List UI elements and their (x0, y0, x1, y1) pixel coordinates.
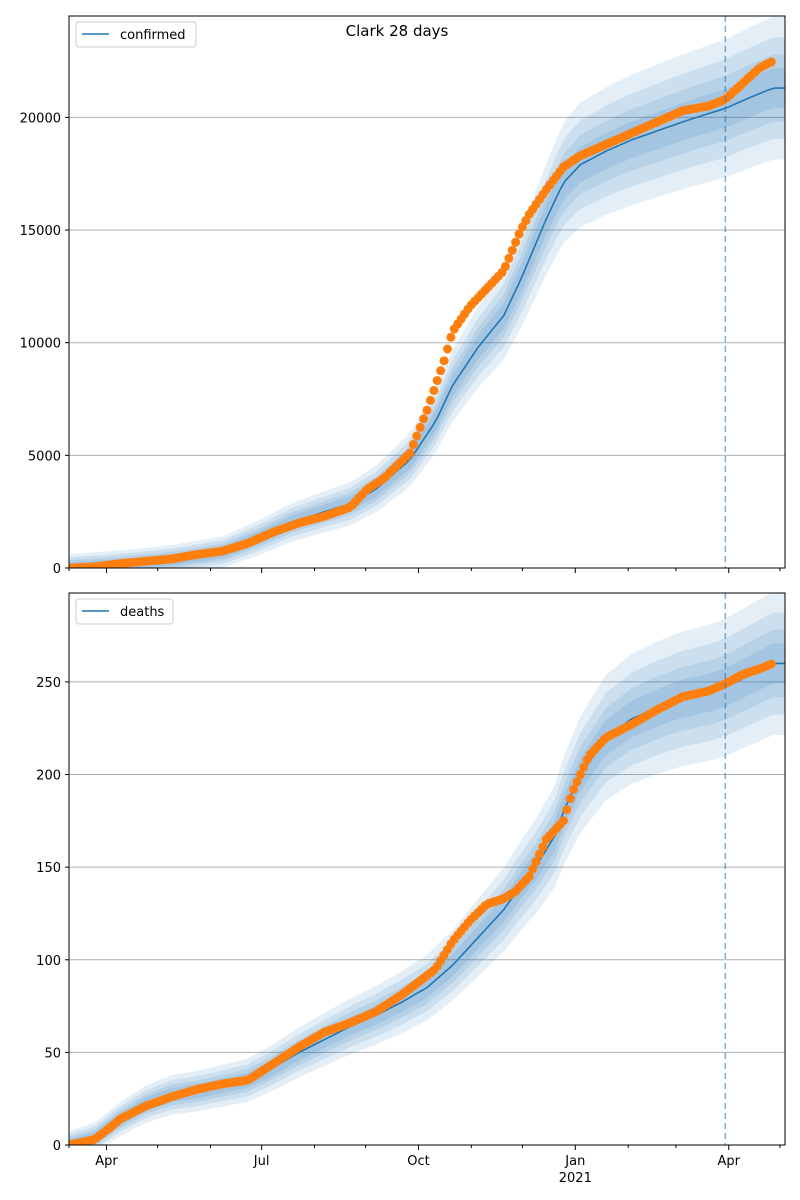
uncertainty-band (69, 643, 785, 1145)
uncertainty-band (69, 68, 785, 568)
observed-point (408, 440, 418, 450)
y-tick-label: 0 (53, 1139, 61, 1154)
observed-point (511, 237, 521, 247)
plot-area (69, 593, 785, 1145)
x-tick-label: Apr (717, 1154, 740, 1169)
y-tick-label: 20000 (20, 111, 61, 126)
observed-point (500, 262, 510, 272)
observed-point (579, 762, 589, 772)
observed-point (572, 777, 582, 787)
x-tick-label: Oct (407, 1154, 429, 1169)
chart-title: Clark 28 days (346, 22, 449, 40)
observed-point (507, 245, 517, 255)
observed-point (528, 864, 538, 874)
observed-point (412, 431, 422, 441)
observed-point (504, 253, 514, 263)
observed-point (419, 414, 429, 424)
plot-area (69, 16, 785, 568)
uncertainty-band (69, 629, 785, 1145)
observed-point (514, 229, 524, 239)
legend-label: confirmed (120, 28, 186, 43)
observed-point (436, 366, 446, 376)
observed-point (442, 344, 452, 354)
x-year-label: 2021 (559, 1171, 592, 1186)
legend-box (75, 598, 174, 625)
y-tick-label: 0 (53, 562, 61, 577)
axes-frame (68, 15, 786, 569)
uncertainty-band (69, 612, 785, 1145)
y-tick-label: 10000 (20, 337, 61, 352)
observed-point (422, 405, 432, 415)
observed-point (429, 385, 439, 395)
observed-point (524, 871, 534, 881)
observed-point (535, 849, 545, 859)
axes-frame (68, 592, 786, 1146)
chart-panel-1: 0 5000 10000 15000 20000 Clark 28 days confirm… (20, 15, 786, 577)
observed-point (766, 659, 776, 669)
observed-point (569, 784, 579, 794)
y-tick-label: 50 (44, 1046, 61, 1061)
observed-point (405, 448, 415, 458)
observed-point (538, 842, 548, 852)
y-tick-label: 150 (36, 861, 61, 876)
x-tick-label: Apr (95, 1154, 118, 1169)
observed-point (432, 376, 442, 386)
observed-point (425, 395, 435, 405)
observed-point (439, 356, 449, 366)
y-tick-label: 100 (36, 954, 61, 969)
legend: confirmed (75, 21, 197, 48)
observed-point (415, 422, 425, 432)
uncertainty-band (69, 16, 785, 568)
observed-point (446, 332, 456, 342)
y-tick-label: 200 (36, 769, 61, 784)
observed-point (575, 770, 585, 780)
legend-box (75, 21, 197, 48)
observed-point (565, 794, 575, 804)
uncertainty-band (69, 593, 785, 1145)
y-tick-label: 250 (36, 676, 61, 691)
legend-label: deaths (120, 605, 165, 620)
y-tick-label: 5000 (28, 449, 61, 464)
x-tick-label: Jul (253, 1154, 270, 1169)
observed-point (558, 816, 568, 826)
observed-point (562, 805, 572, 815)
observed-point (531, 857, 541, 867)
observed-point (766, 57, 776, 67)
uncertainty-band (69, 37, 785, 568)
legend: deaths (75, 598, 174, 625)
x-tick-label: Jan (564, 1154, 585, 1169)
chart-panel-2: 0 50 100 150 200 250 Apr Jul Oct Jan Apr 2021 deaths (36, 592, 786, 1186)
y-tick-label: 15000 (20, 224, 61, 239)
